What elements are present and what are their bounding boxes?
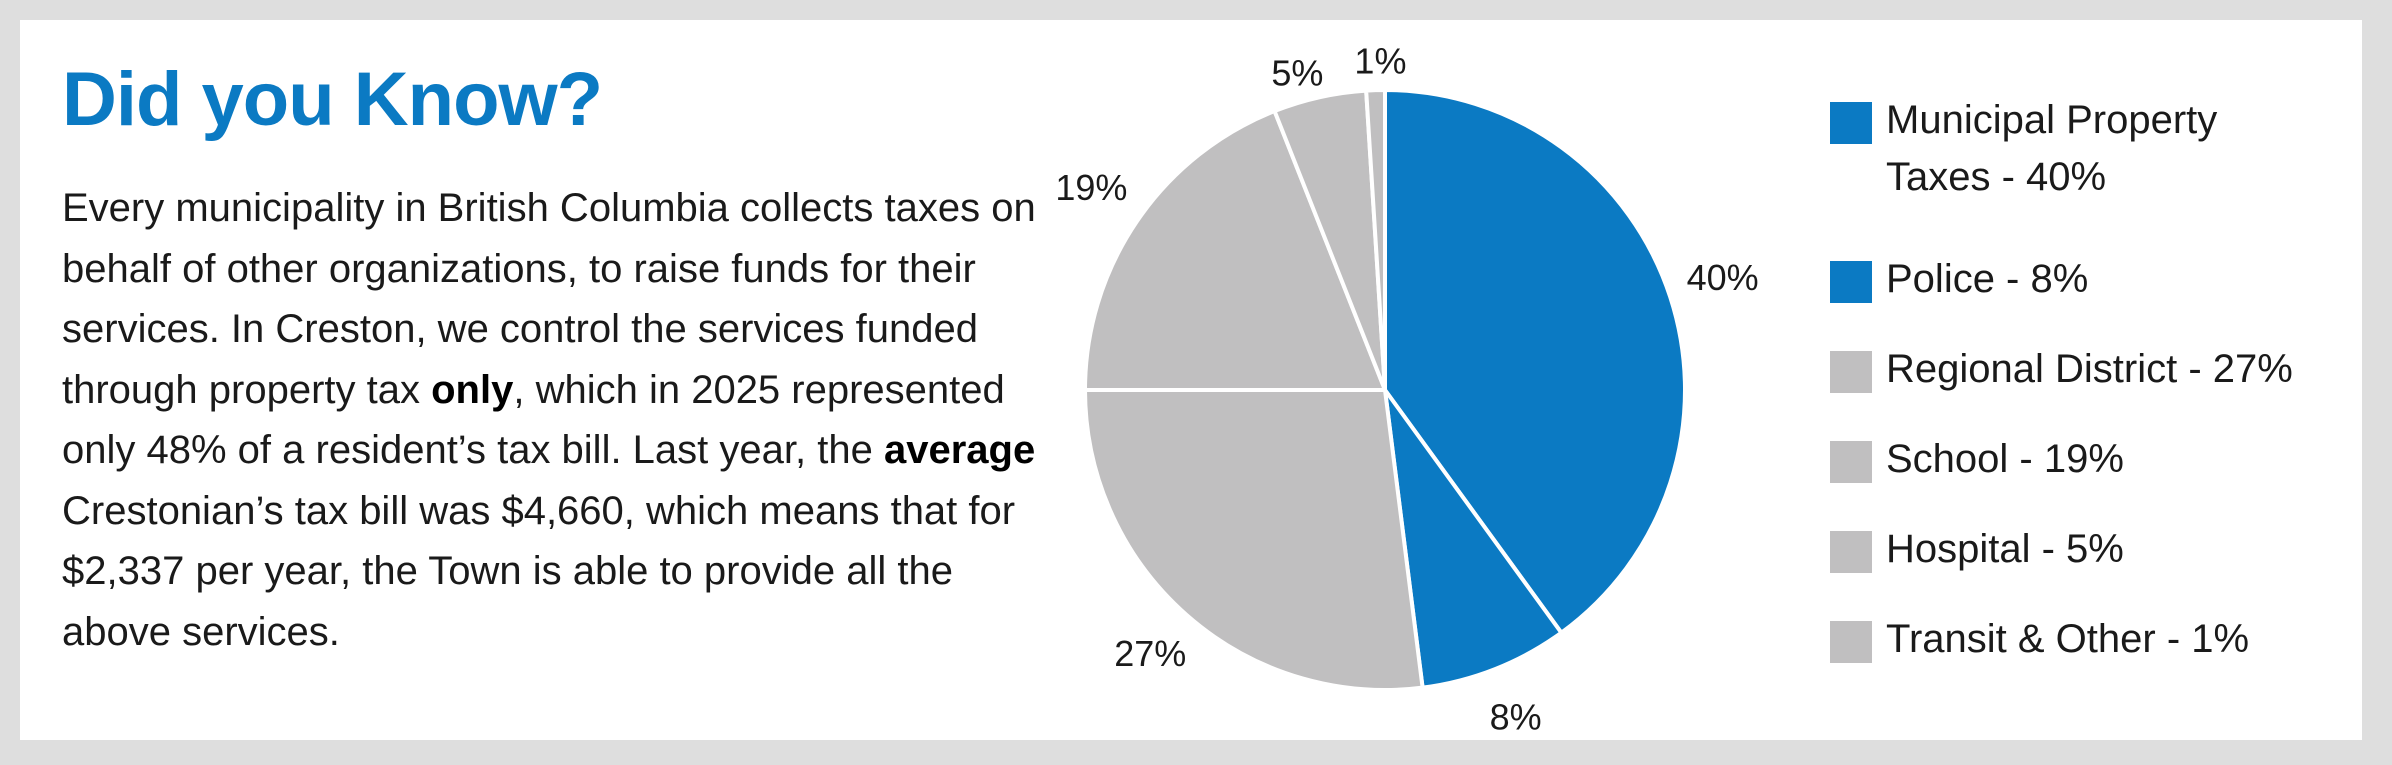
pie-label-municipal-property-taxes: 40% (1687, 257, 1759, 298)
pie-label-police: 8% (1490, 697, 1542, 738)
legend-swatch-municipal-property-taxes (1830, 102, 1872, 144)
legend-label-municipal-property-taxes: Municipal Property Taxes - 40% (1886, 98, 2218, 199)
pie-label-hospital: 5% (1271, 53, 1323, 94)
legend-swatch-transit-other (1830, 621, 1872, 663)
legend-label-school: School - 19% (1886, 437, 2124, 481)
legend-item-school: School - 19% (1830, 437, 2124, 488)
legend-label-regional-district: Regional District - 27% (1886, 347, 2293, 391)
legend-swatch-hospital (1830, 531, 1872, 573)
legend-item-police: Police - 8% (1830, 257, 2088, 308)
legend-item-regional-district: Regional District - 27% (1830, 347, 2293, 398)
legend-item-hospital: Hospital - 5% (1830, 527, 2124, 578)
legend-label-police: Police - 8% (1886, 257, 2089, 301)
pie-slice-school (1082, 108, 1388, 392)
legend-label-transit-other: Transit & Other - 1% (1886, 617, 2250, 661)
pie-label-regional-district: 27% (1114, 633, 1186, 674)
body-paragraph: Every municipality in British Columbia c… (62, 178, 1042, 662)
pie-label-transit-other: 1% (1354, 41, 1406, 82)
legend-item-municipal-property-taxes: Municipal Property Taxes - 40% (1830, 98, 2276, 206)
body-text-part-1: Every municipality in British Columbia c… (62, 186, 1036, 412)
body-text-part-3: Crestonian’s tax bill was $4,660, which … (62, 488, 1016, 654)
body-bold-only: only (431, 367, 514, 412)
page-title: Did you Know? (62, 57, 603, 142)
legend-swatch-police (1830, 261, 1872, 303)
pie-slice-transit-other (1364, 87, 1387, 391)
pie-label-school: 19% (1055, 167, 1127, 208)
legend-label-hospital: Hospital - 5% (1886, 527, 2124, 571)
pie-slice-police (1383, 388, 1565, 690)
legend-item-transit-other: Transit & Other - 1% (1830, 617, 2249, 668)
legend-swatch-school (1830, 441, 1872, 483)
pie-slice-regional-district (1082, 388, 1425, 692)
legend-swatch-regional-district (1830, 351, 1872, 393)
body-text-part-2: , which in 2025 represented only 48% of … (62, 367, 1005, 473)
body-bold-average: average (883, 428, 1036, 472)
pie-slice-municipal-property-taxes (1383, 87, 1687, 636)
pie-chart: 40% 8% 27% 19% 5% 1% (1055, 41, 1759, 738)
info-card: Did you Know? Every municipality in Brit… (20, 20, 2362, 740)
